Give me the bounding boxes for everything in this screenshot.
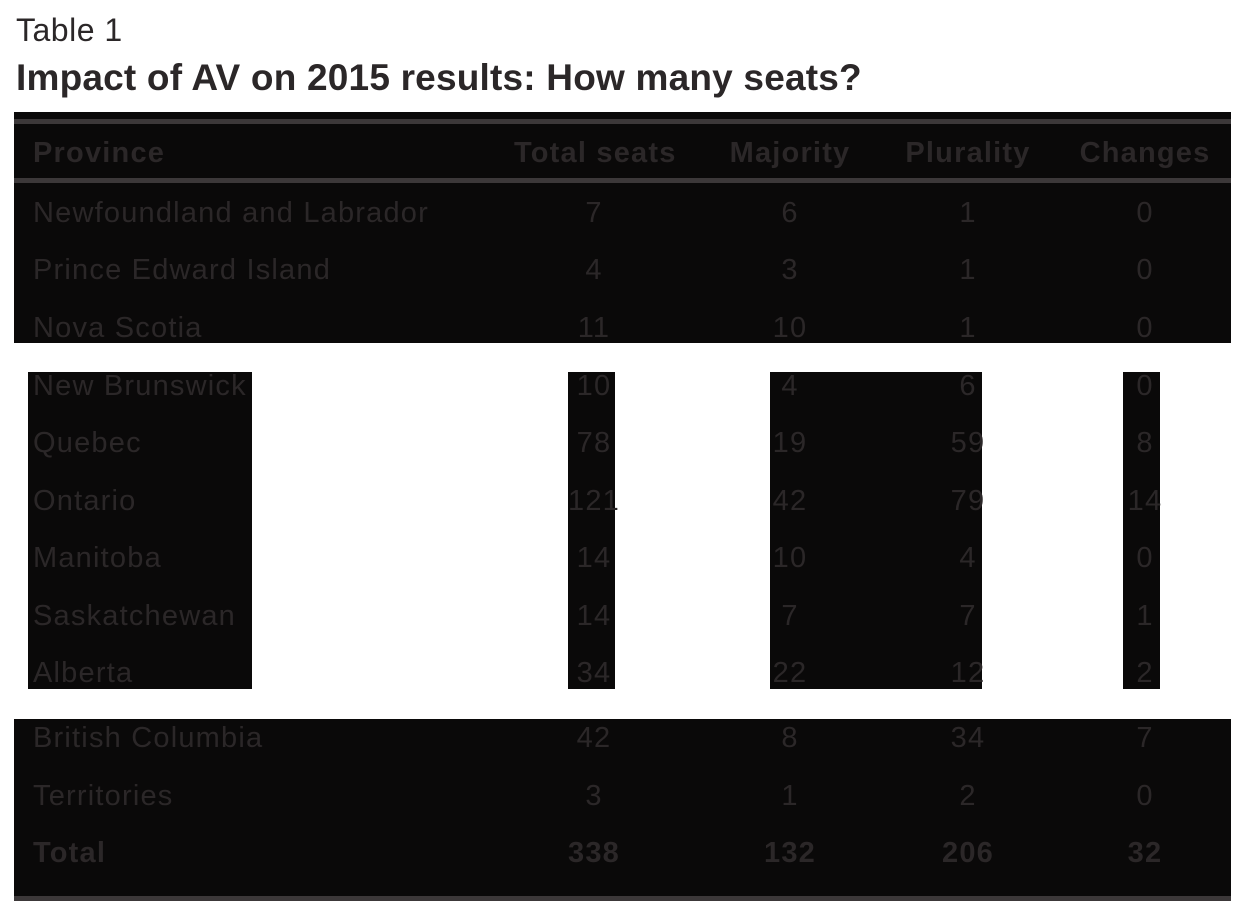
cell-changes: 0 xyxy=(1136,254,1154,286)
cell-plurality: 1 xyxy=(959,312,977,344)
cell-changes: 14 xyxy=(1127,485,1163,517)
cell-majority: 7 xyxy=(781,600,799,632)
cell-total-seats: 34 xyxy=(576,657,612,689)
table-title: Impact of AV on 2015 results: How many s… xyxy=(16,57,862,98)
cell-province: Manitoba xyxy=(33,542,162,574)
cell-total-seats: 42 xyxy=(576,722,612,754)
cell-province: British Columbia xyxy=(33,722,264,754)
cell-plurality: 2 xyxy=(959,780,977,812)
cell-province: Nova Scotia xyxy=(33,312,203,344)
header-row: Province Total seats Majority Plurality Chan… xyxy=(0,135,1244,171)
header-province: Province xyxy=(33,137,166,169)
cell-total-seats: 338 xyxy=(568,837,620,869)
cell-province: Territories xyxy=(33,780,174,812)
cell-changes: 0 xyxy=(1136,197,1154,229)
cell-majority: 132 xyxy=(764,837,816,869)
cell-province: Alberta xyxy=(33,657,134,689)
header-plurality: Plurality xyxy=(905,137,1031,169)
cell-majority: 10 xyxy=(772,312,808,344)
table-row: Nova Scotia 11 10 1 0 xyxy=(0,310,1244,346)
cell-plurality: 1 xyxy=(959,254,977,286)
highlight-majority-plurality-columns xyxy=(770,372,982,689)
cell-changes: 8 xyxy=(1136,427,1154,459)
cell-total-seats: 121 xyxy=(568,485,620,517)
cell-changes: 32 xyxy=(1127,837,1163,869)
table-row: Quebec 78 19 59 8 xyxy=(0,425,1244,461)
table-row: Alberta 34 22 12 2 xyxy=(0,655,1244,691)
black-fill-band-top xyxy=(14,112,1231,343)
cell-province: New Brunswick xyxy=(33,370,247,402)
cell-total-seats: 4 xyxy=(585,254,603,286)
cell-changes: 0 xyxy=(1136,542,1154,574)
cell-majority: 22 xyxy=(772,657,808,689)
cell-plurality: 4 xyxy=(959,542,977,574)
cell-province: Ontario xyxy=(33,485,137,517)
cell-plurality: 79 xyxy=(950,485,986,517)
cell-province: Saskatchewan xyxy=(33,600,237,632)
cell-total-seats: 7 xyxy=(585,197,603,229)
cell-province: Quebec xyxy=(33,427,142,459)
table-label: Table 1 xyxy=(16,12,123,48)
cell-majority: 4 xyxy=(781,370,799,402)
cell-majority: 19 xyxy=(772,427,808,459)
cell-plurality: 59 xyxy=(950,427,986,459)
cell-majority: 42 xyxy=(772,485,808,517)
cell-plurality: 12 xyxy=(950,657,986,689)
cell-majority: 8 xyxy=(781,722,799,754)
table-bottom-rule xyxy=(14,896,1231,901)
header-majority: Majority xyxy=(729,137,851,169)
cell-total-seats: 14 xyxy=(576,542,612,574)
table-row: British Columbia 42 8 34 7 xyxy=(0,720,1244,756)
table-row: Territories 3 1 2 0 xyxy=(0,778,1244,814)
highlight-changes-column xyxy=(1123,372,1160,689)
cell-total-seats: 3 xyxy=(585,780,603,812)
cell-majority: 1 xyxy=(781,780,799,812)
cell-plurality: 7 xyxy=(959,600,977,632)
total-row: Total 338 132 206 32 xyxy=(0,835,1244,871)
cell-plurality: 6 xyxy=(959,370,977,402)
table-top-rule xyxy=(14,119,1231,124)
table-row: Saskatchewan 14 7 7 1 xyxy=(0,598,1244,634)
table-row: Ontario 121 42 79 14 xyxy=(0,483,1244,519)
cell-total-seats: 10 xyxy=(576,370,612,402)
table-row: Manitoba 14 10 4 0 xyxy=(0,540,1244,576)
cell-changes: 0 xyxy=(1136,780,1154,812)
cell-changes: 0 xyxy=(1136,370,1154,402)
header-underline-rule xyxy=(14,178,1231,183)
cell-total-seats: 11 xyxy=(577,312,611,344)
cell-changes: 1 xyxy=(1136,600,1154,632)
cell-plurality: 34 xyxy=(950,722,986,754)
cell-province: Prince Edward Island xyxy=(33,254,332,286)
cell-total-seats: 14 xyxy=(576,600,612,632)
cell-changes: 7 xyxy=(1136,722,1154,754)
cell-changes: 0 xyxy=(1136,312,1154,344)
table-row: Prince Edward Island 4 3 1 0 xyxy=(0,252,1244,288)
highlight-province-column xyxy=(28,372,252,689)
cell-total-seats: 78 xyxy=(576,427,612,459)
cell-majority: 3 xyxy=(781,254,799,286)
table-row: New Brunswick 10 4 6 0 xyxy=(0,368,1244,404)
highlight-total-seats-column xyxy=(568,372,615,689)
cell-majority: 6 xyxy=(781,197,799,229)
cell-changes: 2 xyxy=(1136,657,1154,689)
header-changes: Changes xyxy=(1079,137,1211,169)
cell-majority: 10 xyxy=(772,542,808,574)
cell-province: Newfoundland and Labrador xyxy=(33,197,429,229)
cell-plurality: 206 xyxy=(942,837,994,869)
cell-plurality: 1 xyxy=(959,197,977,229)
cell-province: Total xyxy=(33,837,107,869)
black-fill-band-bottom xyxy=(14,719,1231,901)
table-row: Newfoundland and Labrador 7 6 1 0 xyxy=(0,195,1244,231)
header-total-seats: Total seats xyxy=(514,137,677,169)
